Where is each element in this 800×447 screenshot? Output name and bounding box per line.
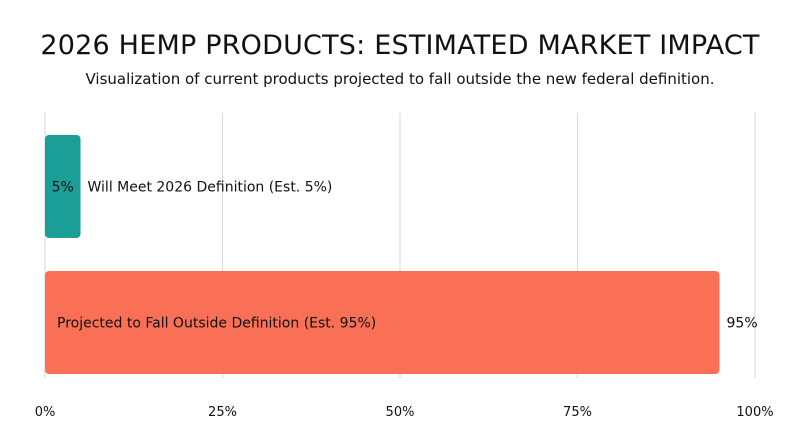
x-tick-label: 25% xyxy=(208,405,237,420)
bar-value-label: 5% xyxy=(52,180,74,196)
bar-value-label: 95% xyxy=(727,316,758,332)
x-tick-label: 100% xyxy=(736,405,773,420)
bar xyxy=(45,135,81,238)
x-tick-label: 50% xyxy=(386,405,415,420)
x-tick-label: 75% xyxy=(563,405,592,420)
bar xyxy=(45,271,720,374)
x-tick-label: 0% xyxy=(35,405,56,420)
bar-category-label: Projected to Fall Outside Definition (Es… xyxy=(57,316,376,332)
chart-subtitle: Visualization of current products projec… xyxy=(85,70,715,88)
chart-title: 2026 HEMP PRODUCTS: ESTIMATED MARKET IMP… xyxy=(40,30,760,61)
bar-category-label: Will Meet 2026 Definition (Est. 5%) xyxy=(88,180,333,196)
